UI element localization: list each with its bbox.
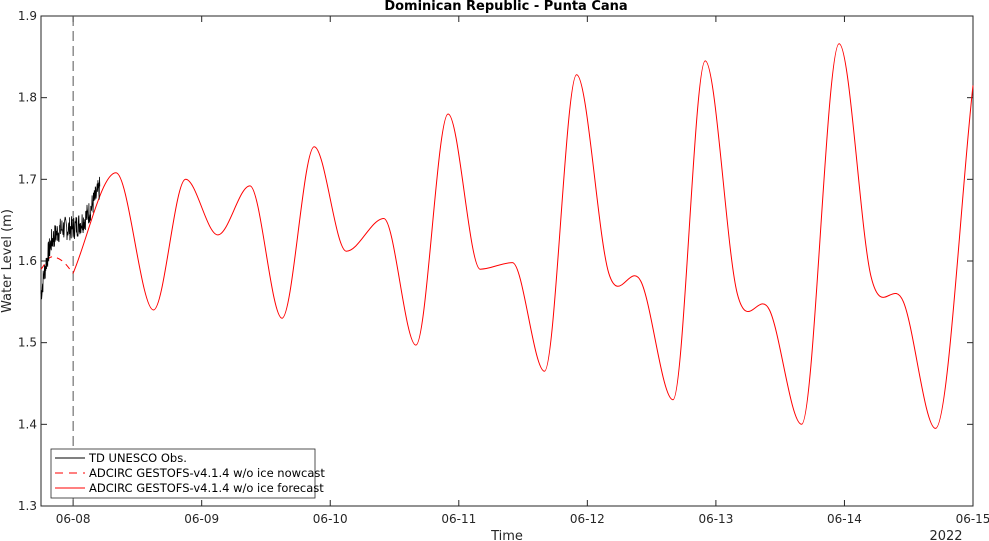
legend-label-forecast: ADCIRC GESTOFS-v4.1.4 w/o ice forecast <box>89 481 324 495</box>
y-tick-label: 1.6 <box>18 254 37 268</box>
legend-label-nowcast: ADCIRC GESTOFS-v4.1.4 w/o ice nowcast <box>89 466 325 480</box>
y-axis-label: Water Level (m) <box>0 209 15 313</box>
legend-box <box>50 448 316 499</box>
chart-title: Dominican Republic - Punta Cana <box>384 0 627 14</box>
plot-area <box>40 15 974 507</box>
x-axis-label: Time <box>490 529 523 541</box>
y-tick-label: 1.8 <box>18 91 37 105</box>
series-layer <box>40 43 974 429</box>
legend: TD UNESCO Obs. ADCIRC GESTOFS-v4.1.4 w/o… <box>50 448 325 499</box>
x-tick-label: 06-12 <box>570 512 605 526</box>
y-tick-label: 1.9 <box>18 9 37 23</box>
x-tick-label: 06-11 <box>441 512 476 526</box>
y-tick-label: 1.7 <box>18 172 37 186</box>
x-tick-label: 06-09 <box>184 512 219 526</box>
x-tick-label: 06-10 <box>313 512 348 526</box>
x-tick-label: 06-14 <box>827 512 862 526</box>
series-line-forecast <box>72 43 974 429</box>
y-axis-ticks: 1.3 1.4 1.5 1.6 1.7 1.8 1.9 <box>18 9 973 513</box>
x-tick-label: 06-15 <box>956 512 989 526</box>
y-tick-label: 1.3 <box>18 499 37 513</box>
x-axis-ticks: 06-08 06-09 06-10 06-11 06-12 06-13 06-14 06-15 <box>56 16 989 526</box>
x-axis-year-label: 2022 <box>929 529 962 541</box>
series-line-nowcast <box>40 256 74 274</box>
legend-label-obs: TD UNESCO Obs. <box>88 451 187 465</box>
x-tick-label: 06-08 <box>56 512 91 526</box>
x-tick-label: 06-13 <box>698 512 733 526</box>
y-tick-label: 1.5 <box>18 336 37 350</box>
series-line-observations <box>40 176 101 300</box>
y-tick-label: 1.4 <box>18 417 37 431</box>
